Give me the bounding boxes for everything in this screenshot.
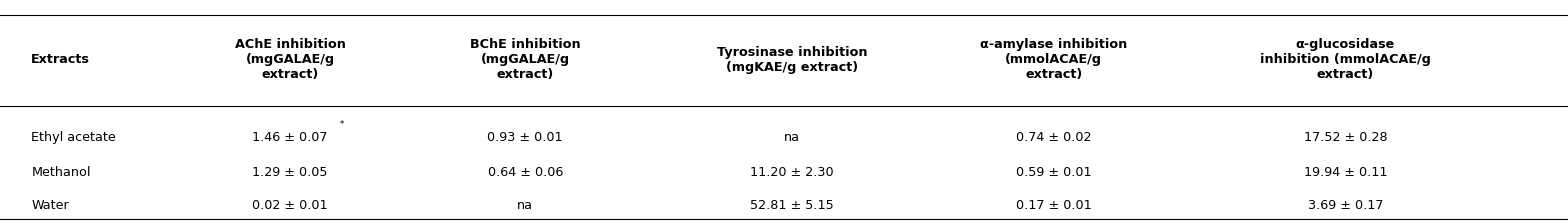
Text: 0.64 ± 0.06: 0.64 ± 0.06 — [488, 166, 563, 179]
Text: 11.20 ± 2.30: 11.20 ± 2.30 — [750, 166, 834, 179]
Text: 0.59 ± 0.01: 0.59 ± 0.01 — [1016, 166, 1091, 179]
Text: na: na — [517, 199, 533, 212]
Text: Tyrosinase inhibition
(mgKAE/g extract): Tyrosinase inhibition (mgKAE/g extract) — [717, 46, 867, 74]
Text: 1.29 ± 0.05: 1.29 ± 0.05 — [252, 166, 328, 179]
Text: 0.93 ± 0.01: 0.93 ± 0.01 — [488, 131, 563, 143]
Text: 0.02 ± 0.01: 0.02 ± 0.01 — [252, 199, 328, 212]
Text: α-amylase inhibition
(mmolACAE/g
extract): α-amylase inhibition (mmolACAE/g extract… — [980, 38, 1127, 81]
Text: α-glucosidase
inhibition (mmolACAE/g
extract): α-glucosidase inhibition (mmolACAE/g ext… — [1261, 38, 1430, 81]
Text: 19.94 ± 0.11: 19.94 ± 0.11 — [1303, 166, 1388, 179]
Text: Methanol: Methanol — [31, 166, 91, 179]
Text: Extracts: Extracts — [31, 53, 91, 66]
Text: *: * — [340, 120, 343, 129]
Text: Ethyl acetate: Ethyl acetate — [31, 131, 116, 143]
Text: BChE inhibition
(mgGALAE/g
extract): BChE inhibition (mgGALAE/g extract) — [470, 38, 580, 81]
Text: 0.17 ± 0.01: 0.17 ± 0.01 — [1016, 199, 1091, 212]
Text: 1.46 ± 0.07: 1.46 ± 0.07 — [252, 131, 328, 143]
Text: AChE inhibition
(mgGALAE/g
extract): AChE inhibition (mgGALAE/g extract) — [235, 38, 345, 81]
Text: 52.81 ± 5.15: 52.81 ± 5.15 — [750, 199, 834, 212]
Text: na: na — [784, 131, 800, 143]
Text: 3.69 ± 0.17: 3.69 ± 0.17 — [1308, 199, 1383, 212]
Text: 0.74 ± 0.02: 0.74 ± 0.02 — [1016, 131, 1091, 143]
Text: 17.52 ± 0.28: 17.52 ± 0.28 — [1303, 131, 1388, 143]
Text: Water: Water — [31, 199, 69, 212]
